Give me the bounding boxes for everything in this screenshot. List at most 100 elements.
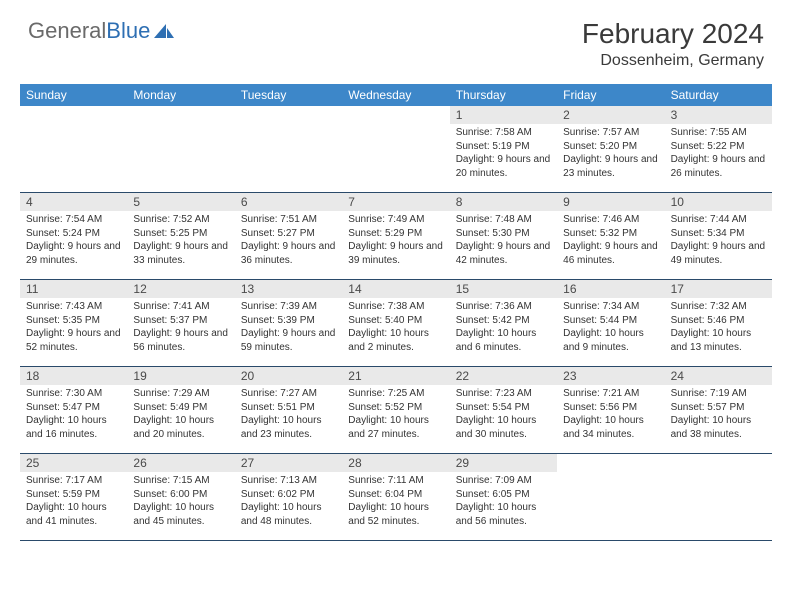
week-row: 4Sunrise: 7:54 AMSunset: 5:24 PMDaylight…: [20, 193, 772, 280]
sunrise-text: Sunrise: 7:30 AM: [26, 387, 121, 401]
daylight-text: Daylight: 10 hours and 6 minutes.: [456, 327, 551, 354]
sunset-text: Sunset: 5:37 PM: [133, 314, 228, 328]
day-body: Sunrise: 7:09 AMSunset: 6:05 PMDaylight:…: [450, 472, 557, 532]
day-body: Sunrise: 7:36 AMSunset: 5:42 PMDaylight:…: [450, 298, 557, 358]
day-cell: 6Sunrise: 7:51 AMSunset: 5:27 PMDaylight…: [235, 193, 342, 279]
logo-part1: General: [28, 18, 106, 43]
daylight-text: Daylight: 9 hours and 36 minutes.: [241, 240, 336, 267]
day-body: Sunrise: 7:13 AMSunset: 6:02 PMDaylight:…: [235, 472, 342, 532]
day-cell: 10Sunrise: 7:44 AMSunset: 5:34 PMDayligh…: [665, 193, 772, 279]
day-number: 8: [450, 193, 557, 211]
day-number: 13: [235, 280, 342, 298]
sunset-text: Sunset: 5:34 PM: [671, 227, 766, 241]
daylight-text: Daylight: 10 hours and 38 minutes.: [671, 414, 766, 441]
day-cell: 28Sunrise: 7:11 AMSunset: 6:04 PMDayligh…: [342, 454, 449, 540]
sail-icon: [152, 22, 176, 40]
week-row: 11Sunrise: 7:43 AMSunset: 5:35 PMDayligh…: [20, 280, 772, 367]
sunrise-text: Sunrise: 7:49 AM: [348, 213, 443, 227]
day-number: 27: [235, 454, 342, 472]
day-number: 5: [127, 193, 234, 211]
logo-part2: Blue: [106, 18, 150, 43]
daylight-text: Daylight: 10 hours and 16 minutes.: [26, 414, 121, 441]
day-number: 22: [450, 367, 557, 385]
day-number: 16: [557, 280, 664, 298]
weekday-header: Friday: [557, 84, 664, 106]
day-body: Sunrise: 7:11 AMSunset: 6:04 PMDaylight:…: [342, 472, 449, 532]
sunset-text: Sunset: 5:29 PM: [348, 227, 443, 241]
day-number: 20: [235, 367, 342, 385]
day-number: 23: [557, 367, 664, 385]
sunrise-text: Sunrise: 7:54 AM: [26, 213, 121, 227]
daylight-text: Daylight: 9 hours and 26 minutes.: [671, 153, 766, 180]
day-number: 25: [20, 454, 127, 472]
sunrise-text: Sunrise: 7:58 AM: [456, 126, 551, 140]
day-cell: 26Sunrise: 7:15 AMSunset: 6:00 PMDayligh…: [127, 454, 234, 540]
sunset-text: Sunset: 5:46 PM: [671, 314, 766, 328]
day-cell: 15Sunrise: 7:36 AMSunset: 5:42 PMDayligh…: [450, 280, 557, 366]
sunrise-text: Sunrise: 7:09 AM: [456, 474, 551, 488]
day-body: Sunrise: 7:25 AMSunset: 5:52 PMDaylight:…: [342, 385, 449, 445]
sunrise-text: Sunrise: 7:57 AM: [563, 126, 658, 140]
sunrise-text: Sunrise: 7:44 AM: [671, 213, 766, 227]
day-cell: 17Sunrise: 7:32 AMSunset: 5:46 PMDayligh…: [665, 280, 772, 366]
day-cell: [127, 106, 234, 192]
weekday-header: Monday: [127, 84, 234, 106]
weekday-header: Saturday: [665, 84, 772, 106]
day-cell: 16Sunrise: 7:34 AMSunset: 5:44 PMDayligh…: [557, 280, 664, 366]
day-cell: 1Sunrise: 7:58 AMSunset: 5:19 PMDaylight…: [450, 106, 557, 192]
sunset-text: Sunset: 5:20 PM: [563, 140, 658, 154]
daylight-text: Daylight: 9 hours and 56 minutes.: [133, 327, 228, 354]
day-number: 29: [450, 454, 557, 472]
sunrise-text: Sunrise: 7:46 AM: [563, 213, 658, 227]
sunrise-text: Sunrise: 7:51 AM: [241, 213, 336, 227]
day-number: 1: [450, 106, 557, 124]
calendar: SundayMondayTuesdayWednesdayThursdayFrid…: [20, 84, 772, 541]
day-body: Sunrise: 7:43 AMSunset: 5:35 PMDaylight:…: [20, 298, 127, 358]
day-body: Sunrise: 7:21 AMSunset: 5:56 PMDaylight:…: [557, 385, 664, 445]
day-body: Sunrise: 7:30 AMSunset: 5:47 PMDaylight:…: [20, 385, 127, 445]
sunset-text: Sunset: 5:30 PM: [456, 227, 551, 241]
day-cell: 4Sunrise: 7:54 AMSunset: 5:24 PMDaylight…: [20, 193, 127, 279]
sunset-text: Sunset: 5:56 PM: [563, 401, 658, 415]
day-number: 4: [20, 193, 127, 211]
daylight-text: Daylight: 9 hours and 20 minutes.: [456, 153, 551, 180]
day-number: 2: [557, 106, 664, 124]
sunrise-text: Sunrise: 7:43 AM: [26, 300, 121, 314]
day-body: Sunrise: 7:39 AMSunset: 5:39 PMDaylight:…: [235, 298, 342, 358]
day-body: Sunrise: 7:52 AMSunset: 5:25 PMDaylight:…: [127, 211, 234, 271]
daylight-text: Daylight: 10 hours and 48 minutes.: [241, 501, 336, 528]
day-body: Sunrise: 7:58 AMSunset: 5:19 PMDaylight:…: [450, 124, 557, 184]
daylight-text: Daylight: 9 hours and 29 minutes.: [26, 240, 121, 267]
day-cell: 8Sunrise: 7:48 AMSunset: 5:30 PMDaylight…: [450, 193, 557, 279]
sunrise-text: Sunrise: 7:36 AM: [456, 300, 551, 314]
day-number: 28: [342, 454, 449, 472]
daylight-text: Daylight: 9 hours and 46 minutes.: [563, 240, 658, 267]
day-body: Sunrise: 7:44 AMSunset: 5:34 PMDaylight:…: [665, 211, 772, 271]
day-cell: 20Sunrise: 7:27 AMSunset: 5:51 PMDayligh…: [235, 367, 342, 453]
location-label: Dossenheim, Germany: [582, 52, 764, 70]
sunset-text: Sunset: 5:47 PM: [26, 401, 121, 415]
daylight-text: Daylight: 10 hours and 27 minutes.: [348, 414, 443, 441]
day-number: 7: [342, 193, 449, 211]
day-cell: [557, 454, 664, 540]
day-cell: 14Sunrise: 7:38 AMSunset: 5:40 PMDayligh…: [342, 280, 449, 366]
week-row: 1Sunrise: 7:58 AMSunset: 5:19 PMDaylight…: [20, 106, 772, 193]
daylight-text: Daylight: 9 hours and 52 minutes.: [26, 327, 121, 354]
day-body: Sunrise: 7:48 AMSunset: 5:30 PMDaylight:…: [450, 211, 557, 271]
sunset-text: Sunset: 5:59 PM: [26, 488, 121, 502]
page-title: February 2024: [582, 18, 764, 50]
day-cell: 25Sunrise: 7:17 AMSunset: 5:59 PMDayligh…: [20, 454, 127, 540]
sunrise-text: Sunrise: 7:19 AM: [671, 387, 766, 401]
weeks-container: 1Sunrise: 7:58 AMSunset: 5:19 PMDaylight…: [20, 106, 772, 541]
day-body: Sunrise: 7:55 AMSunset: 5:22 PMDaylight:…: [665, 124, 772, 184]
day-cell: 3Sunrise: 7:55 AMSunset: 5:22 PMDaylight…: [665, 106, 772, 192]
daylight-text: Daylight: 10 hours and 41 minutes.: [26, 501, 121, 528]
day-cell: [665, 454, 772, 540]
sunset-text: Sunset: 5:52 PM: [348, 401, 443, 415]
logo-text: GeneralBlue: [28, 18, 150, 44]
daylight-text: Daylight: 9 hours and 59 minutes.: [241, 327, 336, 354]
day-cell: 9Sunrise: 7:46 AMSunset: 5:32 PMDaylight…: [557, 193, 664, 279]
sunset-text: Sunset: 6:00 PM: [133, 488, 228, 502]
daylight-text: Daylight: 9 hours and 33 minutes.: [133, 240, 228, 267]
day-number: 18: [20, 367, 127, 385]
